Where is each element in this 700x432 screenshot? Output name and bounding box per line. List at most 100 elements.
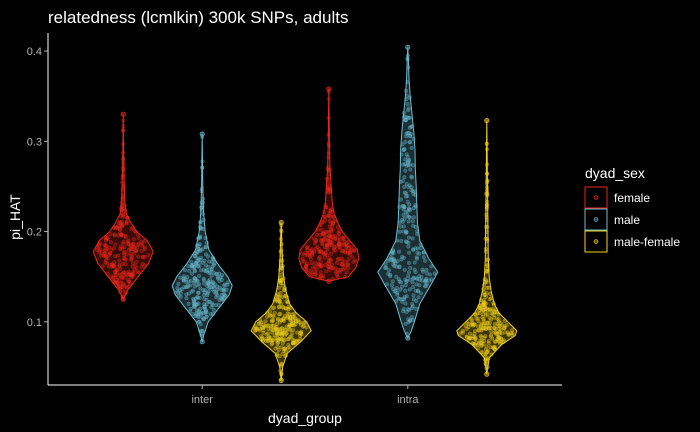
- data-point: [327, 243, 332, 248]
- data-point: [402, 216, 407, 221]
- data-point: [418, 242, 423, 247]
- data-point: [215, 293, 220, 298]
- data-point: [416, 289, 421, 294]
- data-point: [213, 303, 218, 308]
- data-point: [280, 341, 285, 346]
- data-point: [195, 256, 200, 261]
- data-point: [405, 335, 411, 341]
- data-point: [411, 136, 416, 141]
- data-point: [124, 290, 129, 295]
- data-point: [393, 288, 398, 293]
- data-point: [121, 173, 126, 178]
- data-point: [326, 96, 331, 101]
- data-point: [112, 232, 117, 237]
- data-point: [334, 261, 339, 266]
- data-point: [326, 278, 332, 284]
- data-point: [283, 354, 288, 359]
- data-point: [110, 265, 115, 270]
- data-point: [327, 219, 332, 224]
- data-point: [280, 304, 285, 309]
- data-point: [294, 319, 299, 324]
- data-point: [403, 168, 408, 173]
- data-point: [136, 241, 141, 246]
- data-point: [197, 264, 202, 269]
- data-point: [385, 282, 390, 287]
- data-point: [329, 208, 334, 213]
- data-point: [120, 192, 125, 197]
- data-point: [186, 283, 191, 288]
- data-point: [498, 341, 503, 346]
- data-point: [209, 259, 214, 264]
- data-point: [186, 279, 191, 284]
- data-point: [321, 231, 326, 236]
- data-point: [410, 302, 415, 307]
- data-point: [253, 324, 258, 329]
- data-point: [120, 223, 125, 228]
- data-point: [341, 235, 346, 240]
- data-point: [318, 270, 323, 275]
- data-point: [288, 327, 293, 332]
- data-point: [304, 263, 309, 268]
- data-point: [134, 259, 139, 264]
- data-point: [429, 264, 434, 269]
- data-point: [201, 288, 206, 293]
- data-point: [476, 319, 481, 324]
- data-point: [339, 267, 344, 272]
- data-point: [293, 341, 298, 346]
- data-point: [391, 262, 396, 267]
- data-point: [483, 362, 488, 367]
- data-point: [270, 330, 275, 335]
- data-point: [401, 114, 406, 119]
- data-point: [484, 118, 490, 124]
- data-point: [478, 305, 483, 310]
- data-point: [327, 172, 332, 177]
- data-point: [288, 317, 293, 322]
- data-point: [323, 250, 328, 255]
- data-point: [407, 95, 412, 100]
- data-point: [253, 326, 258, 331]
- data-point: [467, 335, 472, 340]
- data-point: [195, 290, 200, 295]
- data-point: [480, 315, 485, 320]
- data-point: [190, 265, 195, 270]
- data-point: [282, 313, 287, 318]
- data-point: [397, 229, 402, 234]
- data-point: [407, 287, 412, 292]
- data-point: [401, 162, 406, 167]
- data-point: [420, 278, 425, 283]
- data-point: [404, 134, 409, 139]
- data-point: [397, 249, 402, 254]
- data-point: [263, 319, 268, 324]
- data-point: [322, 215, 327, 220]
- plot-area: [92, 44, 518, 383]
- data-point: [484, 306, 489, 311]
- data-point: [264, 336, 269, 341]
- data-point: [310, 253, 315, 258]
- data-point: [412, 189, 417, 194]
- data-point: [189, 260, 194, 265]
- data-point: [483, 313, 488, 318]
- data-point: [279, 362, 284, 367]
- data-point: [406, 274, 411, 279]
- data-point: [129, 226, 134, 231]
- data-point: [194, 308, 199, 313]
- data-point: [472, 331, 477, 336]
- data-point: [299, 330, 304, 335]
- data-point: [482, 300, 487, 305]
- data-point: [498, 321, 503, 326]
- data-point: [142, 238, 147, 243]
- data-point: [409, 175, 414, 180]
- data-point: [402, 111, 407, 116]
- data-point: [485, 191, 490, 196]
- data-point: [406, 320, 411, 325]
- data-point: [320, 241, 325, 246]
- data-point: [335, 270, 340, 275]
- data-point: [270, 338, 275, 343]
- data-point: [492, 339, 497, 344]
- data-point: [281, 317, 286, 322]
- data-point: [194, 243, 199, 248]
- data-point: [220, 273, 225, 278]
- data-point: [400, 219, 405, 224]
- data-point: [274, 353, 279, 358]
- data-point: [201, 276, 206, 281]
